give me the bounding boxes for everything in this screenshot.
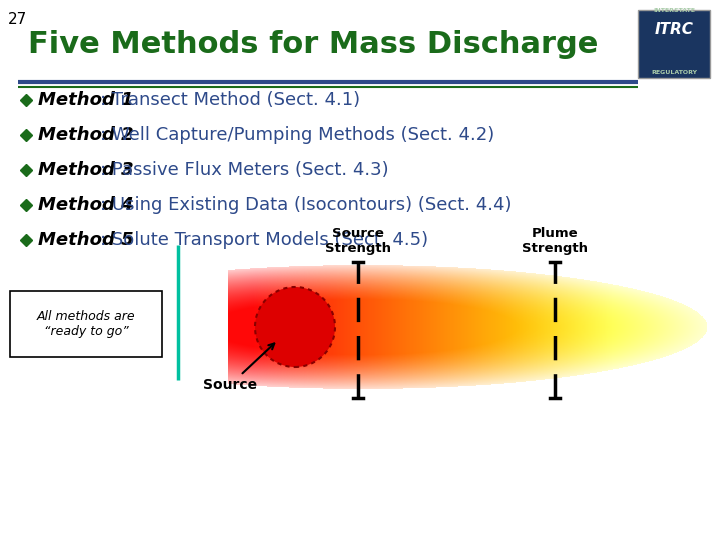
Text: : Well Capture/Pumping Methods (Sect. 4.2): : Well Capture/Pumping Methods (Sect. 4.… (100, 126, 495, 144)
Text: Method 4: Method 4 (38, 196, 134, 214)
Text: All methods are
“ready to go”: All methods are “ready to go” (37, 310, 135, 338)
Text: Method 1: Method 1 (38, 91, 134, 109)
Text: Source
Strength: Source Strength (325, 227, 391, 255)
Text: Plume
Strength: Plume Strength (522, 227, 588, 255)
Text: : Solute Transport Models (Sect. 4.5): : Solute Transport Models (Sect. 4.5) (100, 231, 428, 249)
Text: ITRC: ITRC (654, 23, 693, 37)
Text: REGULATORY: REGULATORY (651, 70, 697, 75)
Ellipse shape (255, 287, 335, 367)
Text: Five Methods for Mass Discharge: Five Methods for Mass Discharge (28, 30, 598, 59)
Text: : Passive Flux Meters (Sect. 4.3): : Passive Flux Meters (Sect. 4.3) (100, 161, 389, 179)
FancyBboxPatch shape (638, 10, 710, 78)
Text: INTERSTATE: INTERSTATE (653, 8, 695, 12)
Text: 27: 27 (8, 12, 27, 27)
Text: Method 5: Method 5 (38, 231, 134, 249)
Text: Method 3: Method 3 (38, 161, 134, 179)
Text: : Using Existing Data (Isocontours) (Sect. 4.4): : Using Existing Data (Isocontours) (Sec… (100, 196, 512, 214)
Text: Method 2: Method 2 (38, 126, 134, 144)
Text: Source: Source (203, 343, 274, 392)
FancyBboxPatch shape (10, 291, 162, 357)
Text: : Transect Method (Sect. 4.1): : Transect Method (Sect. 4.1) (100, 91, 361, 109)
